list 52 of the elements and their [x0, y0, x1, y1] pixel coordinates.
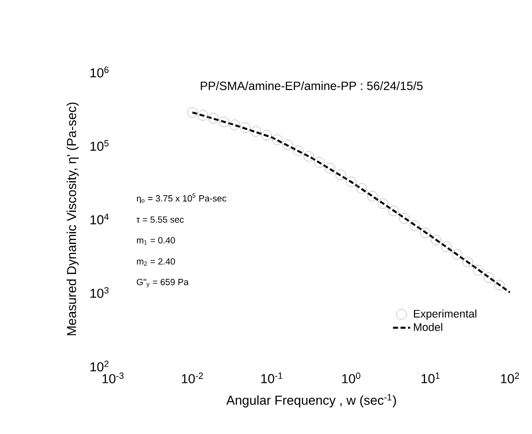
- x-tick-label: 10$^{1}$: [422, 372, 440, 384]
- point: [187, 107, 198, 118]
- point: [378, 198, 388, 209]
- point: [410, 220, 420, 231]
- x-tick-label: 10$^{-3}$: [102, 372, 124, 384]
- legend-label: Model: [414, 322, 442, 332]
- y-tick-label: 10$^{6}$: [90, 66, 109, 78]
- point: [272, 134, 282, 145]
- point: [388, 206, 399, 216]
- point: [261, 130, 272, 140]
- y-axis-title: Measured Dynamic Viscosity, η' (Pa-sec): [66, 102, 79, 336]
- text: PP/SMA/amine-EP/amine-PP : 56/24/15/5: [200, 81, 423, 90]
- point: [473, 265, 484, 276]
- point: [335, 170, 346, 180]
- y-tick-label: 10$^{4}$: [90, 214, 109, 224]
- point: [398, 213, 410, 224]
- point: [484, 272, 494, 283]
- y-tick-label: 10$^{3}$: [90, 287, 109, 298]
- point: [420, 228, 430, 238]
- legend-label: Experimental: [414, 310, 476, 320]
- x-tick-label: 10$^{-2}$: [182, 372, 203, 384]
- point: [324, 163, 336, 174]
- x-tick-label: 10$^{0}$: [342, 372, 360, 384]
- point: [208, 113, 219, 124]
- point: [367, 191, 378, 202]
- x-tick-label: 10$^{-1}$: [261, 372, 282, 384]
- line-series: [191, 111, 510, 294]
- point: [314, 157, 325, 168]
- point: [304, 151, 314, 162]
- point: [356, 183, 367, 194]
- annotation: m$_{1}$ = 0.40: [136, 237, 175, 244]
- point: [462, 256, 473, 268]
- point: [293, 146, 304, 156]
- point: [230, 120, 240, 130]
- x-axis-title: Angular Frequency , w (sec$^{-1}$): [226, 394, 396, 408]
- annotation: τ = 5.55 sec: [136, 216, 184, 223]
- y-tick-label: 10$^{5}$: [90, 140, 109, 151]
- y-tick-label: 10$^{2}$: [90, 360, 109, 372]
- x-tick-label: 10$^{2}$: [501, 372, 520, 384]
- point: [430, 234, 442, 246]
- point: [441, 242, 452, 252]
- point: [452, 249, 462, 260]
- point: [494, 280, 505, 290]
- annotation: G"$_{y}$ = 659 Pa: [136, 278, 189, 288]
- annotation: η$_{o}$ = 3.75 x 10$^{5}$ Pa-sec: [136, 194, 226, 204]
- point: [346, 176, 356, 188]
- point: [282, 140, 293, 150]
- point: [198, 110, 208, 121]
- annotation: m$_{2}$ = 2.40: [136, 258, 175, 266]
- point: [240, 122, 250, 133]
- point: [250, 126, 262, 137]
- point: [218, 116, 230, 128]
